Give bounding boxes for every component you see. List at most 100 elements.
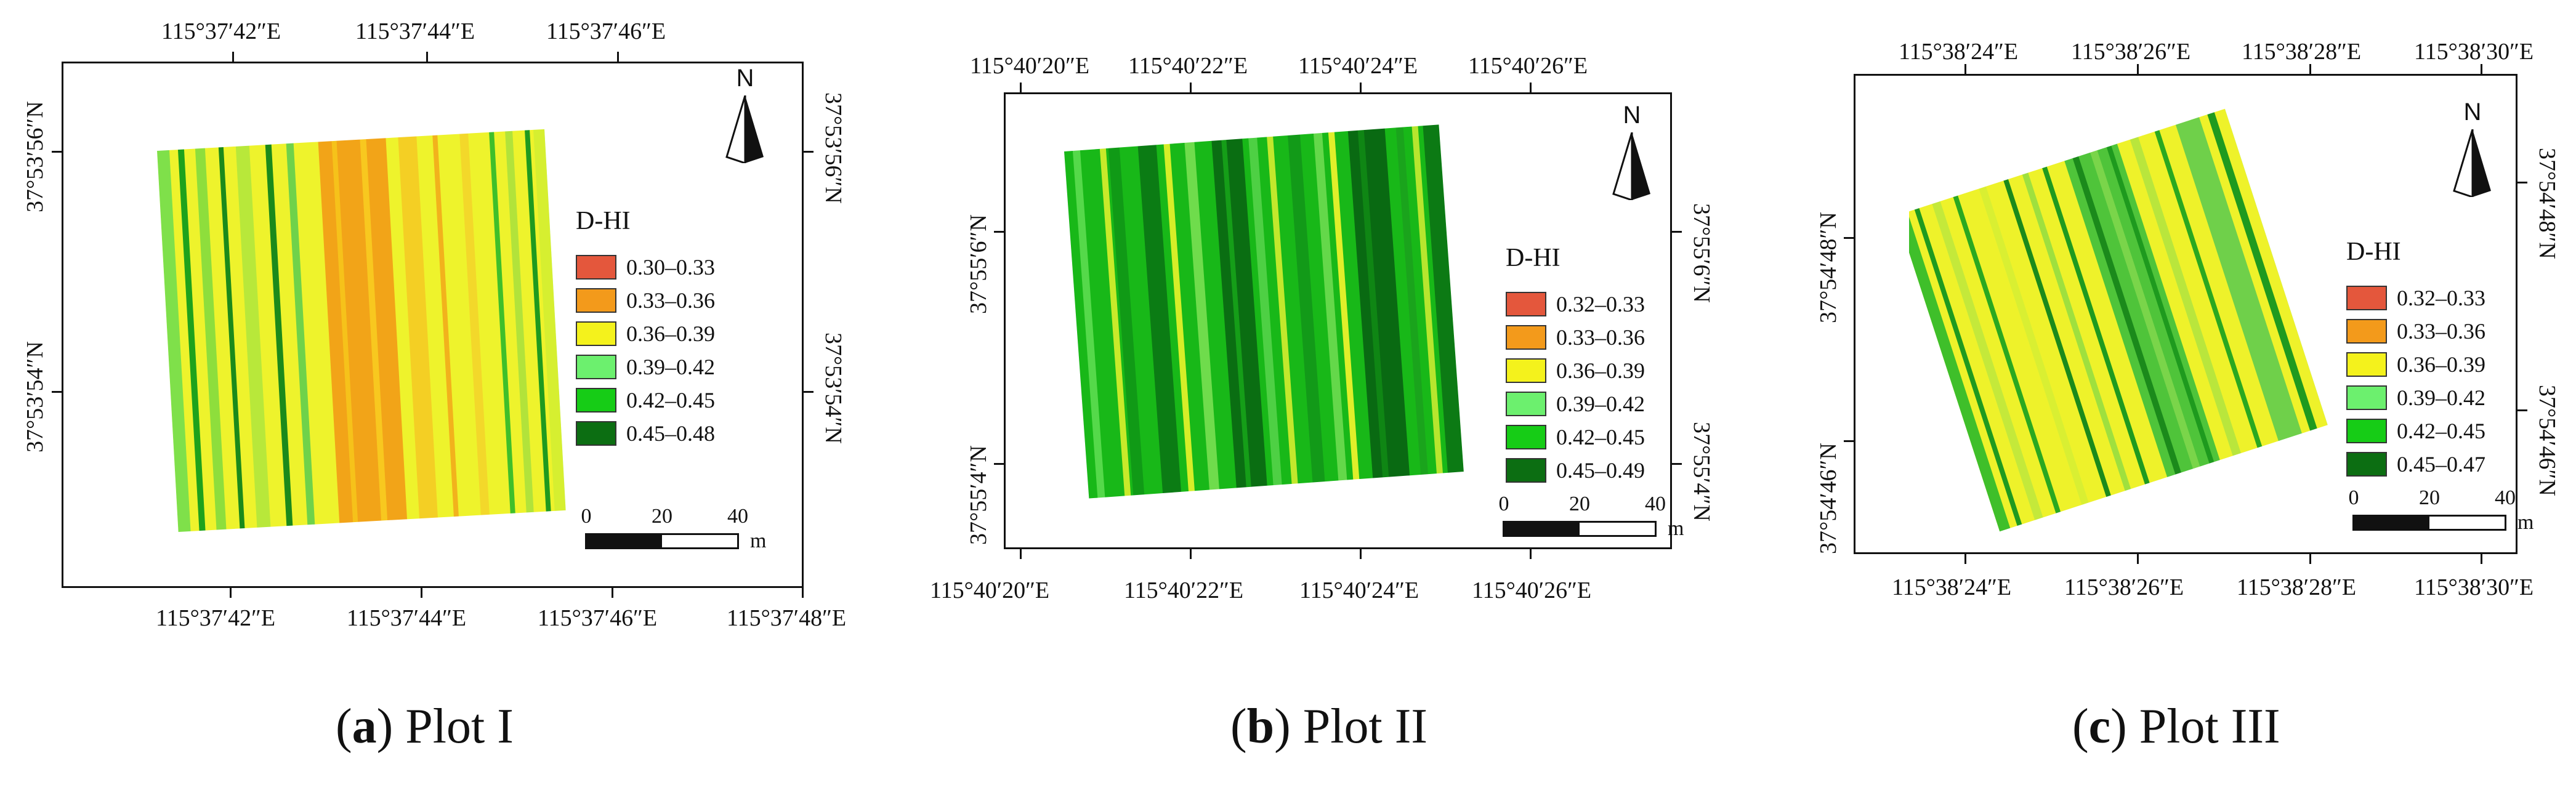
scale-labels: 0 20 40: [1499, 493, 1666, 517]
tick: [1672, 231, 1682, 233]
left-lat-label: 37°53′54″N: [22, 341, 48, 453]
legend-label: 0.36–0.39: [2397, 352, 2485, 377]
legend-label: 0.36–0.39: [1556, 358, 1645, 383]
legend-item: 0.36–0.39: [576, 317, 715, 350]
caption-letter: a: [352, 699, 377, 754]
north-label: N: [1623, 102, 1641, 129]
north-label: N: [2463, 99, 2482, 126]
legend-label: 0.42–0.45: [2397, 419, 2485, 443]
caption-letter: c: [2088, 699, 2111, 754]
legend-item: 0.45–0.49: [1506, 454, 1645, 487]
legend-swatch: [576, 355, 616, 379]
top-lon-label: 115°38′26″E: [2071, 39, 2191, 65]
top-lon-label: 115°37′44″E: [355, 18, 475, 44]
caption: (b) Plot II: [1230, 699, 1428, 754]
right-lat-label: 37°53′56″N: [820, 92, 846, 204]
d-hi-raster-map: [1064, 124, 1464, 499]
north-arrow-icon: [1612, 132, 1650, 200]
tick: [617, 52, 619, 62]
scale-segment-empty: [2429, 517, 2505, 529]
top-lon-label: 115°40′26″E: [1468, 53, 1588, 79]
scale-segment-filled: [1504, 523, 1580, 535]
scale-label: 0: [581, 505, 592, 528]
legend-item: 0.42–0.45: [2346, 414, 2485, 448]
legend-item: 0.39–0.42: [2346, 381, 2485, 414]
scale-label: 20: [652, 505, 672, 528]
bottom-lon-label: 115°40′24″E: [1299, 578, 1419, 603]
legend-swatch: [2346, 419, 2387, 443]
left-lat-label: 37°55′4″N: [966, 445, 991, 545]
scale-label: 40: [727, 505, 748, 528]
bottom-lon-label: 115°40′22″E: [1124, 578, 1244, 603]
bottom-lon-label: 115°40′26″E: [1472, 578, 1592, 603]
tick: [2481, 64, 2482, 74]
tick: [1530, 83, 1532, 92]
scale-label: 40: [2495, 486, 2516, 509]
legend-swatch: [2346, 319, 2387, 344]
legend-swatch: [2346, 286, 2387, 310]
north-arrow-icon: [2453, 129, 2491, 197]
tick: [804, 391, 814, 393]
scale-segment-empty: [1580, 523, 1655, 535]
tick: [1964, 554, 1966, 564]
tick: [52, 151, 62, 153]
legend: D-HI 0.32–0.33 0.33–0.36 0.36–0.39 0.39–…: [2346, 237, 2485, 481]
tick: [1672, 463, 1682, 465]
scale-segment-filled: [2354, 517, 2429, 529]
legend-item: 0.39–0.42: [1506, 387, 1645, 421]
left-lat-label: 37°54′48″N: [1815, 212, 1841, 323]
north-arrow: N: [1610, 102, 1653, 206]
legend-swatch: [576, 288, 616, 313]
legend-label: 0.45–0.47: [2397, 452, 2485, 477]
north-arrow: N: [724, 65, 767, 169]
right-lat-label: 37°54′46″N: [2534, 385, 2560, 496]
legend-label: 0.36–0.39: [626, 321, 715, 346]
caption: (c) Plot III: [2072, 699, 2280, 754]
legend-item: 0.33–0.36: [1506, 321, 1645, 354]
top-lon-label: 115°40′24″E: [1298, 53, 1418, 79]
bottom-lon-label: 115°38′30″E: [2414, 574, 2534, 600]
tick: [1360, 83, 1362, 92]
bottom-lon-label: 115°37′44″E: [347, 605, 467, 631]
caption: (a) Plot I: [336, 699, 514, 754]
scale-labels: 0 20 40: [581, 505, 749, 529]
legend: D-HI 0.30–0.33 0.33–0.36 0.36–0.39 0.39–…: [576, 206, 715, 450]
legend-label: 0.39–0.42: [1556, 392, 1645, 416]
panel-c: 115°38′24″E 115°38′26″E 115°38′28″E 115°…: [1737, 0, 2576, 785]
tick: [1020, 549, 1022, 559]
top-lon-label: 115°40′20″E: [970, 53, 1090, 79]
scale-unit: m: [2517, 511, 2534, 534]
tick: [2309, 554, 2311, 564]
tick: [426, 52, 428, 62]
top-lon-label: 115°38′30″E: [2414, 39, 2534, 65]
scale-label: 20: [1569, 493, 1590, 515]
legend-item: 0.30–0.33: [576, 251, 715, 284]
tick: [2481, 554, 2482, 564]
legend-label: 0.42–0.45: [626, 388, 715, 413]
tick: [1360, 549, 1362, 559]
tick: [2137, 64, 2139, 74]
legend-item: 0.45–0.48: [576, 417, 715, 450]
legend-swatch: [1506, 292, 1546, 316]
bottom-lon-label: 115°38′26″E: [2064, 574, 2184, 600]
tick: [2517, 182, 2527, 183]
legend-label: 0.42–0.45: [1556, 425, 1645, 449]
legend-label: 0.33–0.36: [626, 288, 715, 313]
top-lon-label: 115°38′28″E: [2242, 39, 2362, 65]
scale-label: 40: [1645, 493, 1666, 515]
north-arrow: N: [2451, 99, 2494, 203]
tick: [802, 588, 804, 598]
right-lat-label: 37°53′54″N: [820, 332, 846, 444]
legend-title: D-HI: [576, 207, 631, 235]
legend-swatch: [1506, 358, 1546, 383]
legend-item: 0.39–0.42: [576, 350, 715, 384]
legend-label: 0.32–0.33: [1556, 292, 1645, 316]
tick: [1964, 64, 1966, 74]
tick: [2517, 409, 2527, 411]
legend-swatch: [2346, 452, 2387, 477]
legend-item: 0.32–0.33: [1506, 288, 1645, 321]
d-hi-raster-map: [1909, 108, 2328, 532]
tick: [994, 231, 1004, 233]
legend-label: 0.32–0.33: [2397, 286, 2485, 310]
top-lon-label: 115°40′22″E: [1128, 53, 1248, 79]
